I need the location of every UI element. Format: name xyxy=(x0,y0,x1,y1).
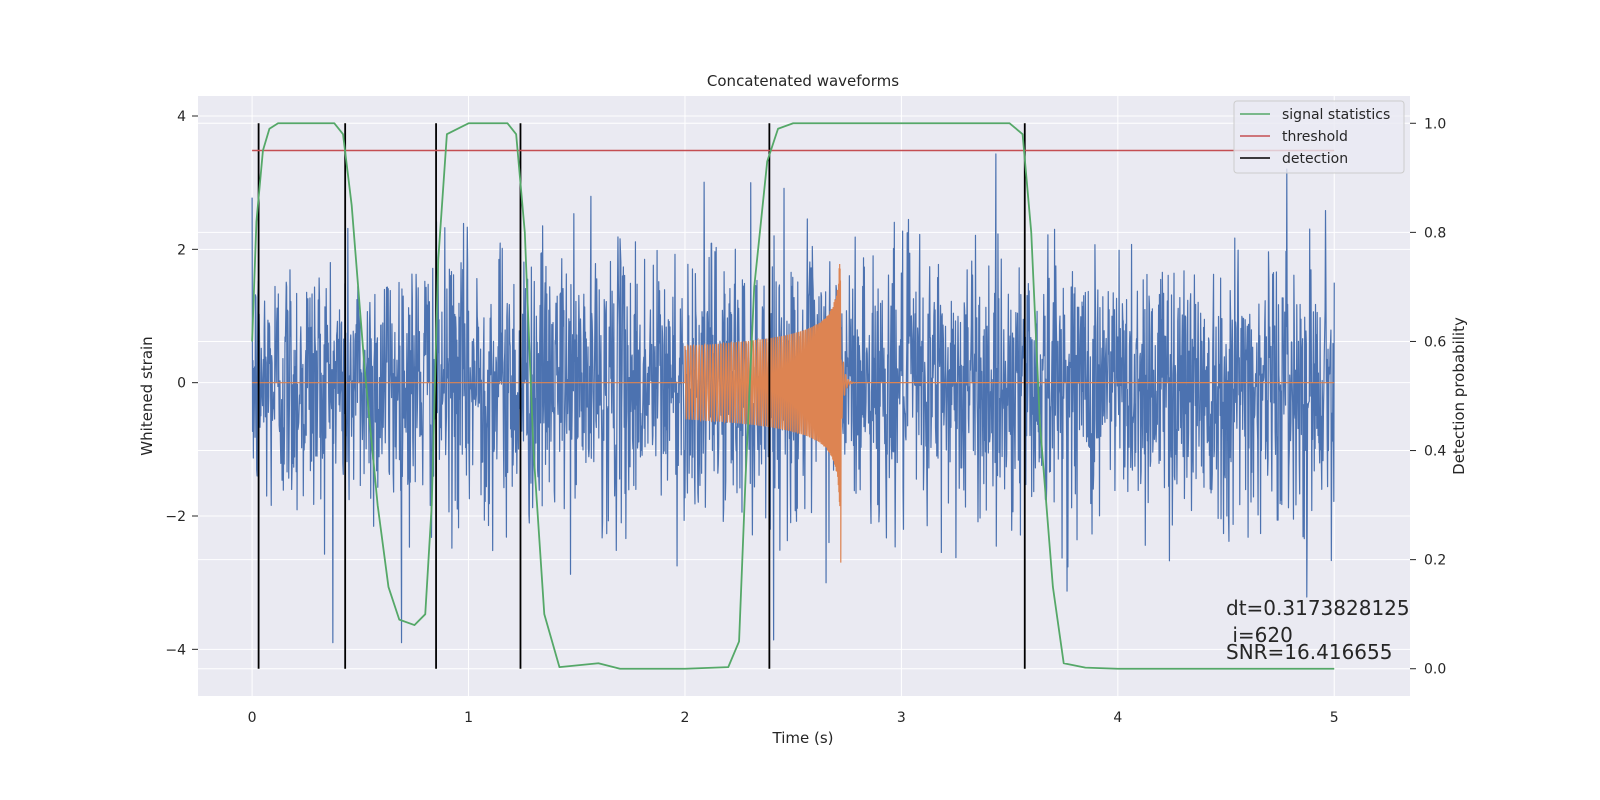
data-layer xyxy=(251,122,1335,670)
y-tick-label: −4 xyxy=(165,642,186,658)
x-axis-label: Time (s) xyxy=(772,729,834,747)
x-tick-label: 3 xyxy=(897,710,906,726)
legend-label-signal-statistics: signal statistics xyxy=(1282,107,1390,123)
y-tick-label: 0 xyxy=(177,376,186,392)
injected-signal-line xyxy=(252,264,1335,563)
tick-labels: 0 1 2 3 4 5 −4 −2 0 2 4 0.0 0.2 0.4 0.6 0.8 1.0 xyxy=(165,109,1446,726)
x-tick-label: 1 xyxy=(464,710,473,726)
annotation-index: i=620 xyxy=(1226,623,1293,647)
y-right-tick-label: 0.8 xyxy=(1424,225,1446,241)
y-right-tick-label: 0.4 xyxy=(1424,444,1446,460)
annotation-snr: SNR=16.416655 xyxy=(1226,640,1392,664)
x-tick-label: 2 xyxy=(681,710,690,726)
legend-box xyxy=(1233,100,1405,174)
y-right-tick-label: 0.6 xyxy=(1424,334,1446,350)
y-tick-label: 2 xyxy=(177,242,186,258)
y-tick-label: 4 xyxy=(177,109,186,125)
legend-label-detection: detection xyxy=(1282,151,1348,167)
y-right-tick-label: 0.0 xyxy=(1424,662,1446,678)
chart-title: Concatenated waveforms xyxy=(707,72,899,90)
y-right-tick-label: 1.0 xyxy=(1424,116,1446,132)
legend-label-threshold: threshold xyxy=(1282,129,1348,145)
x-tick-label: 5 xyxy=(1330,710,1339,726)
annotation-dt: dt=0.3173828125 xyxy=(1226,596,1410,620)
x-tick-label: 0 xyxy=(248,710,257,726)
y-tick-label: −2 xyxy=(165,509,186,525)
x-tick-label: 4 xyxy=(1113,710,1122,726)
legend: signal statistics threshold detection xyxy=(1233,100,1405,174)
y-right-axis-label: Detection probability xyxy=(1450,317,1468,475)
y-axis-label: Whitened strain xyxy=(138,336,156,455)
signal-statistics-line xyxy=(251,122,1335,670)
noise-series-line xyxy=(251,153,1335,644)
y-right-tick-label: 0.2 xyxy=(1424,553,1446,569)
